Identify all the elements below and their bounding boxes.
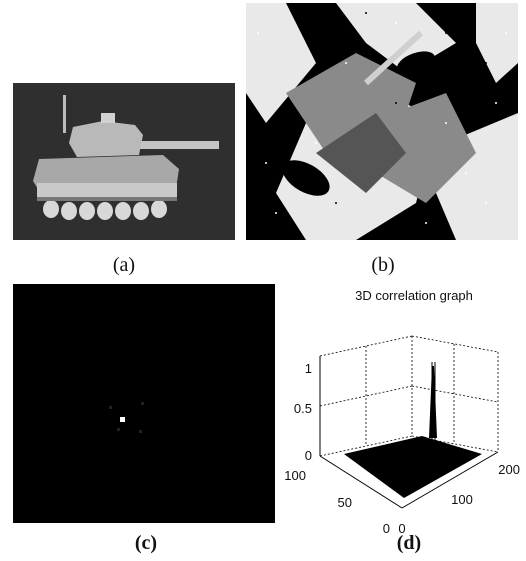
caption-a: (a)	[112, 254, 136, 276]
camouflage-scene-image	[246, 3, 518, 240]
z-tick-label: 0	[305, 448, 312, 463]
caption-c: (c)	[134, 532, 158, 554]
surface-peak	[429, 366, 437, 438]
y-tick-label: 50	[338, 495, 352, 510]
x-tick-label: 100	[451, 492, 473, 507]
z-tick-label: 1	[305, 361, 312, 376]
y-tick-label: 0	[383, 521, 390, 535]
caption-b: (b)	[371, 254, 395, 276]
chart-title: 3D correlation graph	[355, 288, 473, 303]
y-tick-label: 100	[284, 468, 306, 483]
x-tick-label: 200	[498, 462, 520, 477]
surface-base	[344, 436, 482, 498]
tank-image	[13, 83, 235, 240]
correlation-3d-chart: 3D correlation graph 1 0.5 0 100 50 0 0 …	[284, 288, 520, 535]
correlation-output-image	[13, 284, 275, 523]
caption-d: (d)	[396, 532, 422, 554]
x-tick-label: 0	[398, 521, 405, 535]
z-tick-label: 0.5	[294, 401, 312, 416]
